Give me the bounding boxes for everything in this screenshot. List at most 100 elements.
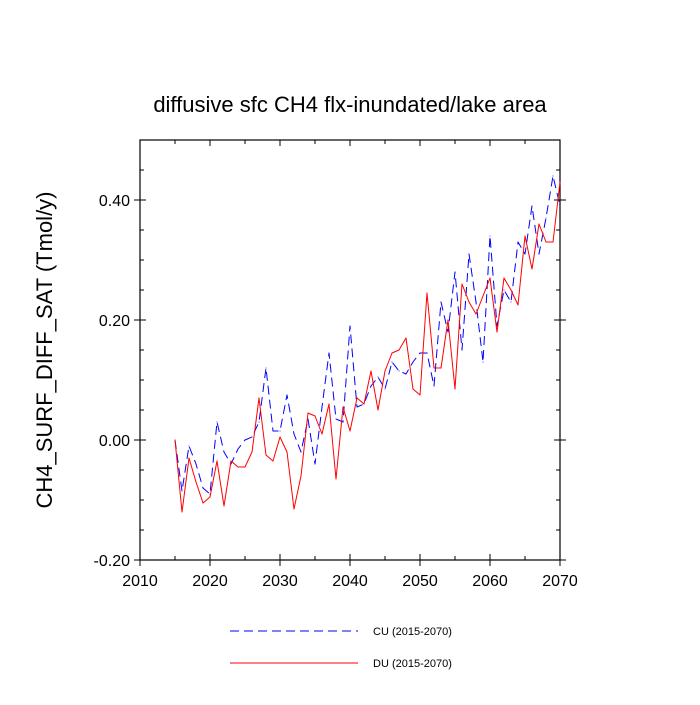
data-point-du: [517, 304, 519, 306]
axis-tick-labels: 2010 2020 2030 2040 2050 2060 2070 -0.20 0.00 0.2…: [94, 193, 578, 590]
data-point-cu: [538, 253, 540, 255]
data-point-du: [223, 505, 225, 507]
data-point-cu: [405, 373, 407, 375]
data-point-cu: [503, 289, 505, 291]
series-line-du: [174, 181, 561, 513]
data-point-cu: [258, 421, 260, 423]
data-point-du: [265, 454, 267, 456]
data-point-cu: [433, 385, 435, 387]
data-point-cu: [398, 370, 400, 372]
data-point-cu: [356, 406, 358, 408]
y-tick-label: 0.00: [99, 433, 130, 450]
data-point-du: [503, 277, 505, 279]
data-point-cu: [552, 175, 554, 177]
data-point-du: [335, 478, 337, 480]
data-point-cu: [482, 361, 484, 363]
data-point-cu: [419, 352, 421, 354]
y-tick-label: 0.40: [99, 193, 130, 210]
data-point-cu: [216, 421, 218, 423]
data-point-du: [559, 181, 561, 183]
x-tick-label: 2040: [332, 573, 368, 590]
data-point-du: [419, 394, 421, 396]
data-point-du: [489, 277, 491, 279]
data-point-du: [384, 370, 386, 372]
data-point-du: [328, 403, 330, 405]
data-point-cu: [377, 376, 379, 378]
data-point-cu: [314, 463, 316, 465]
data-point-du: [307, 412, 309, 414]
data-point-du: [405, 337, 407, 339]
data-point-cu: [265, 367, 267, 369]
data-point-cu: [251, 436, 253, 438]
data-point-cu: [454, 271, 456, 273]
data-point-cu: [475, 301, 477, 303]
data-point-du: [195, 481, 197, 483]
data-point-du: [440, 367, 442, 369]
data-point-cu: [300, 451, 302, 453]
data-point-du: [314, 415, 316, 417]
data-point-du: [258, 397, 260, 399]
data-point-du: [538, 223, 540, 225]
data-point-cu: [370, 385, 372, 387]
data-point-cu: [293, 433, 295, 435]
data-point-du: [377, 409, 379, 411]
data-point-cu: [384, 388, 386, 390]
data-point-du: [272, 460, 274, 462]
data-point-cu: [517, 241, 519, 243]
data-point-du: [209, 496, 211, 498]
data-point-cu: [559, 205, 561, 207]
x-tick-label: 2060: [472, 573, 508, 590]
data-point-du: [279, 436, 281, 438]
data-point-du: [426, 292, 428, 294]
data-point-du: [230, 460, 232, 462]
data-point-cu: [223, 451, 225, 453]
legend: CU (2015-2070) DU (2015-2070): [230, 626, 452, 670]
chart-title: diffusive sfc CH4 flx-inundated/lake are…: [153, 92, 547, 117]
x-tick-label: 2030: [262, 573, 298, 590]
y-axis-label: CH4_SURF_DIFF_SAT (Tmol/y): [32, 191, 57, 508]
y-tick-label: -0.20: [94, 553, 131, 570]
data-point-du: [293, 508, 295, 510]
x-tick-label: 2070: [542, 573, 578, 590]
data-point-du: [216, 460, 218, 462]
data-point-cu: [412, 361, 414, 363]
data-point-cu: [328, 352, 330, 354]
data-point-cu: [510, 301, 512, 303]
data-point-cu: [524, 253, 526, 255]
data-point-du: [468, 301, 470, 303]
data-point-du: [237, 466, 239, 468]
legend-label-du: DU (2015-2070): [373, 658, 452, 670]
data-point-du: [398, 349, 400, 351]
data-point-cu: [461, 349, 463, 351]
data-point-du: [482, 295, 484, 297]
data-point-du: [545, 241, 547, 243]
data-point-du: [461, 283, 463, 285]
data-point-cu: [195, 463, 197, 465]
data-point-du: [202, 502, 204, 504]
data-point-cu: [279, 430, 281, 432]
data-point-cu: [188, 445, 190, 447]
data-point-du: [188, 457, 190, 459]
data-point-cu: [447, 331, 449, 333]
data-point-du: [412, 388, 414, 390]
data-point-du: [300, 475, 302, 477]
data-point-du: [475, 313, 477, 315]
data-point-cu: [545, 217, 547, 219]
data-point-du: [531, 268, 533, 270]
data-point-du: [552, 241, 554, 243]
data-point-cu: [244, 439, 246, 441]
data-point-cu: [440, 301, 442, 303]
data-point-cu: [426, 352, 428, 354]
data-point-du: [286, 451, 288, 453]
data-point-du: [349, 430, 351, 432]
data-point-du: [433, 367, 435, 369]
data-point-cu: [202, 487, 204, 489]
data-point-du: [342, 406, 344, 408]
legend-label-cu: CU (2015-2070): [373, 626, 452, 638]
y-tick-label: 0.20: [99, 313, 130, 330]
data-point-cu: [391, 361, 393, 363]
x-tick-label: 2010: [122, 573, 158, 590]
data-point-du: [454, 388, 456, 390]
